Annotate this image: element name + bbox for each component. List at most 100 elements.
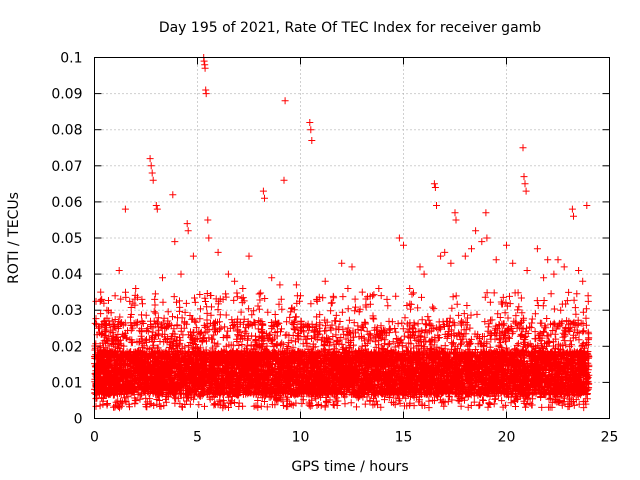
data-point <box>313 295 321 303</box>
data-point <box>533 245 541 253</box>
data-point <box>520 173 528 181</box>
data-point <box>171 238 179 246</box>
data-point <box>483 234 491 242</box>
y-tick-label: 0.06 <box>51 195 82 211</box>
data-point <box>281 97 289 105</box>
data-points <box>91 54 593 412</box>
data-point <box>338 259 346 267</box>
data-point <box>224 270 232 278</box>
data-point <box>451 209 459 217</box>
data-point <box>568 205 576 213</box>
data-point <box>280 176 288 184</box>
data-point <box>583 202 591 209</box>
data-point <box>447 259 455 267</box>
data-point <box>148 169 156 177</box>
data-point <box>433 202 440 209</box>
data-point <box>292 281 300 289</box>
data-point <box>544 256 552 264</box>
data-point <box>307 126 315 134</box>
data-point <box>344 285 352 292</box>
data-point <box>503 241 510 249</box>
data-point <box>420 270 428 278</box>
data-point <box>184 227 192 235</box>
data-point <box>138 295 146 303</box>
data-point <box>575 267 583 274</box>
data-point <box>202 90 210 98</box>
data-point <box>189 252 197 260</box>
y-tick-label: 0.07 <box>51 159 82 175</box>
data-point <box>159 274 166 282</box>
data-point <box>478 238 486 246</box>
data-point <box>369 292 377 300</box>
data-point <box>579 277 587 285</box>
data-point <box>169 191 177 199</box>
data-point <box>468 245 475 253</box>
data-point <box>239 285 247 292</box>
data-point <box>183 220 191 228</box>
data-point <box>115 267 123 274</box>
data-point <box>375 285 383 292</box>
axis-ticks: 0 5 10 15 20 25 0 0.01 0.02 0.03 0.04 0.05 0.06 0.07 0… <box>51 51 618 446</box>
data-point <box>406 285 414 292</box>
data-point <box>259 187 267 195</box>
y-tick-label: 0.03 <box>51 303 82 319</box>
data-point <box>431 184 439 191</box>
data-point <box>146 155 154 163</box>
data-point <box>358 288 366 296</box>
data-point <box>214 248 222 256</box>
y-tick-label: 0.08 <box>51 123 82 139</box>
data-point <box>201 64 209 72</box>
data-point <box>441 248 449 256</box>
data-point <box>306 119 314 126</box>
data-point <box>492 256 500 264</box>
y-tick-label: 0.05 <box>51 231 82 247</box>
data-point <box>523 267 531 274</box>
x-axis-label: GPS time / hours <box>291 459 408 475</box>
data-point <box>554 256 562 264</box>
data-point <box>177 270 185 278</box>
data-point <box>276 281 284 289</box>
data-point <box>321 277 329 285</box>
data-point <box>308 137 316 144</box>
data-point <box>383 295 391 303</box>
data-point <box>519 144 527 152</box>
data-point <box>540 274 548 282</box>
data-point <box>522 187 530 195</box>
data-point <box>521 180 529 188</box>
data-point <box>348 263 356 271</box>
data-point <box>482 209 490 217</box>
data-point <box>416 263 424 271</box>
data-point <box>268 274 276 282</box>
plot-frame <box>94 57 610 419</box>
data-point <box>103 306 111 314</box>
data-point <box>297 292 304 300</box>
chart-title: Day 195 of 2021, Rate Of TEC Index for r… <box>159 20 541 36</box>
data-point <box>111 292 119 300</box>
data-point <box>452 216 460 224</box>
data-point <box>437 252 445 260</box>
data-point <box>121 205 129 213</box>
data-point <box>550 270 558 278</box>
data-point <box>570 212 577 220</box>
x-tick-label: 5 <box>193 430 202 446</box>
data-point <box>261 194 268 202</box>
data-point <box>204 216 212 224</box>
data-point <box>395 234 403 242</box>
y-tick-label: 0.04 <box>51 267 82 283</box>
data-point <box>132 285 140 292</box>
dense-point-cloud <box>91 288 593 412</box>
data-point <box>98 295 106 303</box>
data-point <box>245 252 253 260</box>
data-point <box>560 263 568 271</box>
data-point <box>152 202 160 209</box>
data-point <box>153 205 161 213</box>
y-tick-label: 0.01 <box>51 375 82 391</box>
data-point <box>97 288 105 296</box>
data-point <box>149 176 157 184</box>
x-tick-label: 20 <box>498 430 516 446</box>
data-point <box>472 227 480 235</box>
data-point <box>461 252 469 260</box>
data-point <box>205 234 213 242</box>
data-point <box>509 259 517 267</box>
data-point <box>430 180 438 188</box>
